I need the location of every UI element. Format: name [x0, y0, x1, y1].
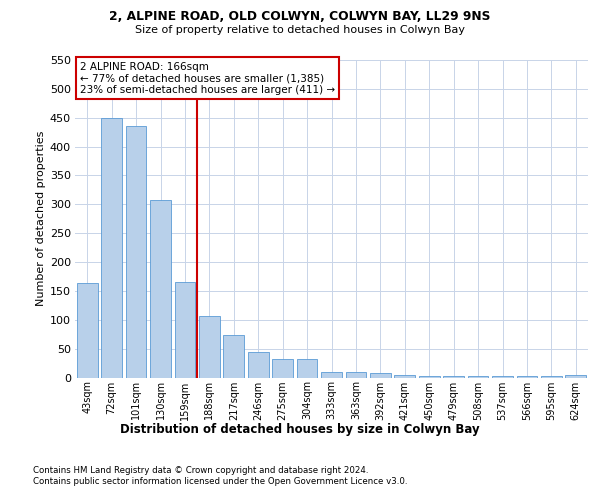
Y-axis label: Number of detached properties: Number of detached properties [35, 131, 46, 306]
Bar [150, 200, 171, 378]
Bar [101, 118, 122, 378]
Bar [199, 316, 220, 378]
Bar [248, 352, 269, 378]
Bar [296, 359, 317, 378]
Text: Contains public sector information licensed under the Open Government Licence v3: Contains public sector information licen… [33, 478, 407, 486]
Bar [125, 126, 146, 378]
Text: Contains HM Land Registry data © Crown copyright and database right 2024.: Contains HM Land Registry data © Crown c… [33, 466, 368, 475]
Text: 2, ALPINE ROAD, OLD COLWYN, COLWYN BAY, LL29 9NS: 2, ALPINE ROAD, OLD COLWYN, COLWYN BAY, … [109, 10, 491, 23]
Bar [346, 372, 367, 378]
Bar [272, 359, 293, 378]
Text: 2 ALPINE ROAD: 166sqm
← 77% of detached houses are smaller (1,385)
23% of semi-d: 2 ALPINE ROAD: 166sqm ← 77% of detached … [80, 62, 335, 95]
Text: Size of property relative to detached houses in Colwyn Bay: Size of property relative to detached ho… [135, 25, 465, 35]
Bar [541, 376, 562, 378]
Bar [370, 373, 391, 378]
Bar [443, 376, 464, 378]
Bar [565, 374, 586, 378]
Bar [175, 282, 196, 378]
Text: Distribution of detached houses by size in Colwyn Bay: Distribution of detached houses by size … [120, 422, 480, 436]
Bar [77, 284, 98, 378]
Bar [321, 372, 342, 378]
Bar [492, 376, 513, 378]
Bar [517, 376, 538, 378]
Bar [419, 376, 440, 378]
Bar [467, 376, 488, 378]
Bar [394, 374, 415, 378]
Bar [223, 335, 244, 378]
